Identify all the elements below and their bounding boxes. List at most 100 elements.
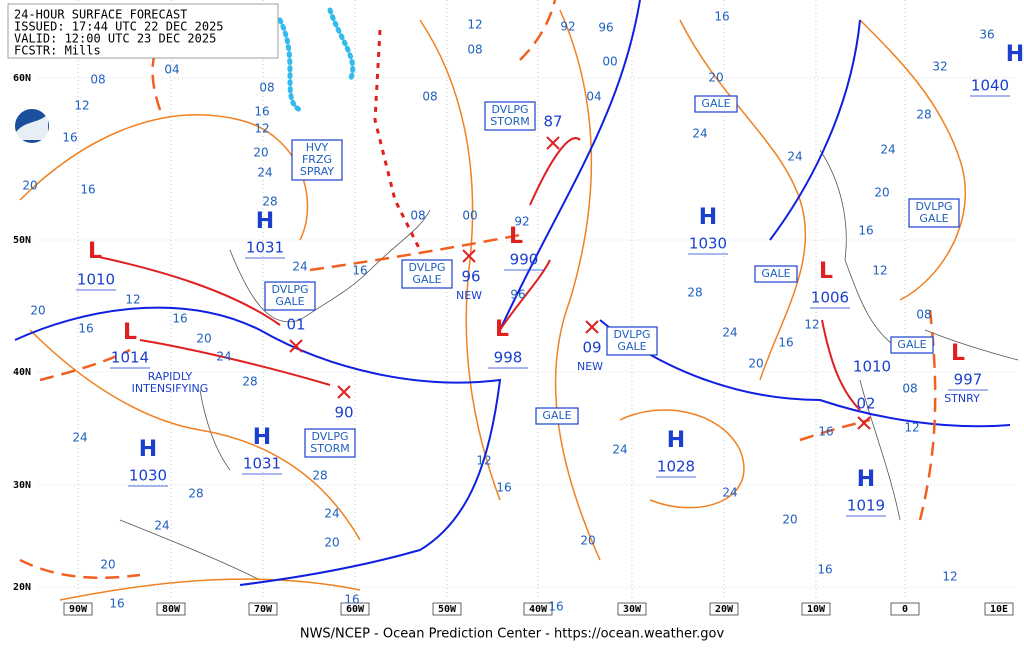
box-label: SPRAY: [300, 165, 334, 178]
lon-label-bg: [801, 602, 831, 616]
isobar-label: 16: [254, 105, 269, 119]
isobar-label: 16: [496, 481, 511, 495]
isobar-label: 24: [324, 507, 339, 521]
lon-label-bg: [63, 602, 93, 616]
center-symbol: L: [495, 317, 509, 342]
label-box: [291, 139, 343, 181]
lat-label-bg: [9, 234, 35, 246]
header-line: FCSTR: Mills: [14, 44, 101, 58]
label-box: [890, 336, 934, 354]
label-box: [401, 259, 453, 289]
label-box: [606, 326, 658, 356]
center-pressure: 1040: [971, 77, 1009, 95]
low-pressure: 90: [334, 404, 353, 422]
box-label: DVLPG: [491, 103, 528, 116]
low-pressure: 02: [856, 395, 875, 413]
footer: NWS/NCEP - Ocean Prediction Center - htt…: [300, 627, 725, 642]
isobar-label: 08: [422, 90, 437, 104]
isobar-label: 16: [344, 593, 359, 607]
center-pressure: 997: [954, 371, 983, 389]
isobar-label: 20: [708, 71, 723, 85]
isobar-label: 16: [62, 131, 77, 145]
fronts: [14, 0, 1011, 586]
isobar-label: 16: [109, 597, 124, 611]
lon-label: 30W: [623, 604, 642, 615]
lon-label-bg: [432, 602, 462, 616]
isobar-label: 16: [714, 10, 729, 24]
lon-label: 10E: [990, 604, 1008, 615]
isobar-label: 24: [154, 519, 169, 533]
center-pressure: 1030: [689, 235, 727, 253]
isobar-label: 12: [872, 264, 887, 278]
box-label: GALE: [412, 273, 441, 286]
center-pressure: 1031: [246, 239, 284, 257]
center-symbol: L: [819, 259, 833, 284]
isobar-label: 24: [72, 431, 87, 445]
lon-label-bg: [340, 602, 370, 616]
isobar-label: 20: [30, 304, 45, 318]
box-label: GALE: [542, 409, 571, 422]
map-label: 1010: [853, 358, 891, 376]
isobar-label: 20: [782, 513, 797, 527]
low-x: [546, 136, 560, 150]
box-label: STORM: [310, 442, 350, 455]
isobar-label: 08: [916, 308, 931, 322]
lon-label: 10W: [807, 604, 826, 615]
isobar-label: 20: [196, 332, 211, 346]
header-line: VALID: 12:00 UTC 23 DEC 2025: [14, 32, 216, 46]
spray-area: [277, 7, 422, 251]
center-symbol: H: [139, 437, 157, 462]
isobar-label: 16: [818, 425, 833, 439]
lat-label-bg: [9, 366, 35, 378]
isobar-label: 12: [125, 293, 140, 307]
isobar-label: 08: [259, 81, 274, 95]
lon-label-bg: [523, 602, 553, 616]
isobar-label: 36: [979, 28, 994, 42]
lat-label: 30N: [13, 480, 31, 491]
isobar-label: 24: [722, 326, 737, 340]
header-line: 24-HOUR SURFACE FORECAST: [14, 8, 187, 22]
lon-label: 20W: [715, 604, 734, 615]
isobar-label: 24: [257, 166, 272, 180]
center-symbol: H: [667, 428, 685, 453]
low-note: NEW: [456, 289, 482, 302]
isobar-label: 20: [22, 179, 37, 193]
map-label: RAPIDLY: [148, 370, 193, 383]
lon-label-bg: [156, 602, 186, 616]
lon-label: 80W: [162, 604, 181, 615]
center-symbol: L: [951, 341, 965, 366]
center-symbol: L: [123, 320, 137, 345]
center-symbol: H: [253, 425, 271, 450]
box-label: DVLPG: [271, 283, 308, 296]
isobar-label: 16: [548, 600, 563, 614]
isobar-label: 12: [804, 318, 819, 332]
isobar-label: 28: [916, 108, 931, 122]
lon-label-bg: [709, 602, 739, 616]
isobar-label: 16: [80, 183, 95, 197]
lat-label-bg: [9, 479, 35, 491]
isobar-label: 16: [352, 264, 367, 278]
isobar-label: 08: [467, 43, 482, 57]
lon-label-bg: [248, 602, 278, 616]
box-label: GALE: [617, 340, 646, 353]
low-x: [289, 339, 303, 353]
isobar-label: 12: [942, 570, 957, 584]
box-label: GALE: [897, 338, 926, 351]
low-pressure: 96: [461, 268, 480, 286]
low-pressure: 87: [543, 113, 562, 131]
lat-label-bg: [9, 581, 35, 593]
isobar-label: 96: [510, 288, 525, 302]
label-box: [304, 428, 356, 458]
isobar-label: 28: [242, 375, 257, 389]
box-label: STORM: [490, 115, 530, 128]
box-label: GALE: [701, 97, 730, 110]
lon-label-bg: [617, 602, 647, 616]
isobar-label: 28: [188, 487, 203, 501]
box-label: GALE: [275, 295, 304, 308]
isobar-label: 32: [932, 60, 947, 74]
center-pressure: 1010: [77, 271, 115, 289]
isobar-label: 16: [817, 563, 832, 577]
isobar-label: 24: [787, 150, 802, 164]
low-x: [337, 385, 351, 399]
isobar-label: 12: [904, 421, 919, 435]
